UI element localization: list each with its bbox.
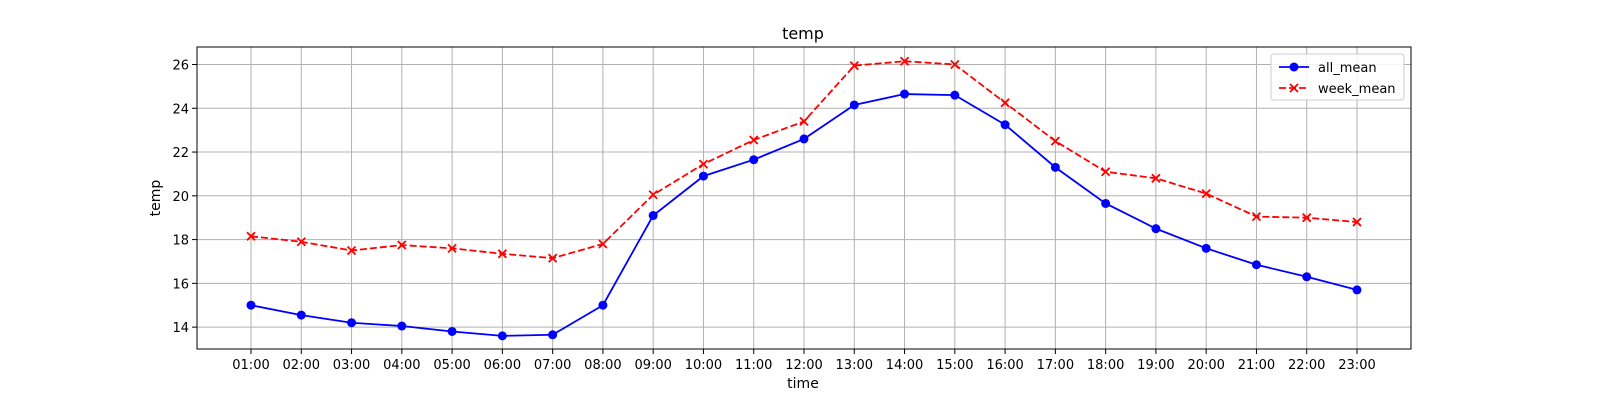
legend-entry: all_mean [1279,61,1377,76]
y-tick-label: 26 [172,59,189,74]
y-tick-label: 24 [172,102,189,117]
y-tick-label: 18 [172,234,189,249]
data-point [1251,260,1261,270]
x-tick-label: 08:00 [584,358,621,373]
legend-label: week_mean [1318,82,1396,97]
data-point [1151,224,1161,234]
data-point [648,190,658,200]
x-tick-label: 17:00 [1037,358,1074,373]
data-point [1302,213,1312,223]
x-tick-label: 11:00 [735,358,772,373]
series-week_mean [246,56,1362,263]
data-point [799,134,809,144]
legend: all_mean week_mean [1270,53,1405,101]
x-tick-label: 13:00 [836,358,873,373]
x-axis-title: time [787,376,819,392]
data-point [698,159,709,169]
x-tick-label: 10:00 [685,358,722,373]
legend-entry: week_mean [1279,82,1396,97]
x-tick-label: 19:00 [1137,358,1174,373]
chart-title: temp [782,24,824,43]
data-point [1352,285,1362,295]
data-point [1201,188,1211,199]
legend-label: all_mean [1318,61,1377,76]
data-point [1352,217,1362,227]
data-point [1151,173,1161,183]
y-tick-label: 14 [172,321,189,336]
series-layer [246,56,1362,341]
y-tick-label: 20 [172,190,189,205]
x-tick-label: 23:00 [1338,358,1375,373]
legend-marker [1289,83,1299,93]
x-tick-label: 06:00 [484,358,521,373]
x-tick-label: 07:00 [534,358,571,373]
data-point [547,253,558,263]
data-point [296,237,306,247]
x-tick-label: 03:00 [333,358,370,373]
data-point [1101,167,1111,177]
data-point [1302,272,1312,282]
data-point [749,135,759,145]
y-tick-label: 16 [172,277,189,292]
data-point [397,321,407,331]
x-axis: 01:00 02:00 03:00 04:00 05:00 06:00 07:00 08:00… [232,349,1376,373]
y-axis: 14 16 18 20 22 24 26 [172,59,197,336]
data-point [950,90,960,100]
data-point [749,155,759,165]
data-point [849,100,859,110]
data-point [1000,120,1010,130]
data-point [1101,198,1111,208]
data-point [1050,136,1060,146]
data-point [950,59,960,70]
data-point [246,300,256,310]
data-point [347,318,357,328]
x-tick-label: 12:00 [785,358,822,373]
x-tick-label: 22:00 [1288,358,1325,373]
data-point [1251,211,1262,222]
y-tick-label: 22 [172,146,189,161]
data-point [1201,243,1211,253]
x-tick-label: 02:00 [283,358,320,373]
series-all_mean [246,89,1362,341]
data-point [648,211,658,221]
x-tick-label: 09:00 [634,358,671,373]
data-point [899,56,910,66]
data-point [447,326,457,336]
data-point [497,249,508,259]
data-point [548,330,558,340]
data-point [246,231,256,241]
data-point [497,331,507,341]
grid-lines [197,47,1411,349]
x-tick-label: 20:00 [1187,358,1224,373]
data-point [1050,162,1060,172]
data-point [849,60,859,71]
y-axis-title: temp [148,180,164,217]
data-point [900,89,910,99]
data-point [397,240,407,250]
x-tick-label: 21:00 [1238,358,1275,373]
x-tick-label: 01:00 [232,358,269,373]
x-tick-label: 14:00 [886,358,923,373]
data-point [598,239,608,249]
data-point [296,310,306,320]
x-tick-label: 16:00 [986,358,1023,373]
x-tick-label: 04:00 [383,358,420,373]
data-point [598,300,608,310]
data-point [698,171,708,181]
data-point [1000,98,1010,108]
data-point [447,243,457,253]
legend-marker [1289,62,1299,72]
data-point [799,116,809,127]
data-point [346,245,357,256]
x-tick-label: 05:00 [433,358,470,373]
x-tick-label: 18:00 [1087,358,1124,373]
x-tick-label: 15:00 [936,358,973,373]
